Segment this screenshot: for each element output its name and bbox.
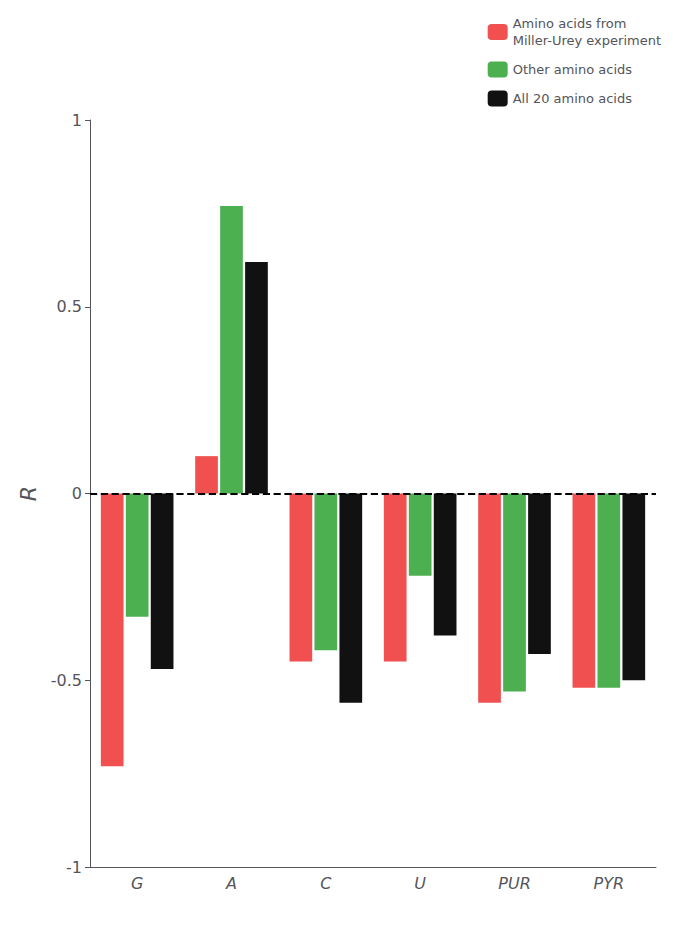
svg-text:-1: -1 [66,858,82,877]
svg-text:A: A [225,874,237,893]
svg-text:0: 0 [72,484,82,503]
svg-text:R: R [16,486,41,501]
svg-text:PUR: PUR [498,874,530,893]
svg-text:0.5: 0.5 [57,297,82,316]
svg-text:G: G [131,874,143,893]
svg-text:Amino acids from: Amino acids from [513,16,627,31]
svg-text:Miller-Urey experiment: Miller-Urey experiment [513,33,661,48]
svg-text:C: C [320,874,332,893]
svg-text:1: 1 [72,111,82,130]
svg-text:Other amino acids: Other amino acids [513,62,633,77]
svg-text:All 20 amino acids: All 20 amino acids [513,91,632,106]
svg-text:-0.5: -0.5 [51,671,82,690]
svg-text:U: U [414,874,426,893]
svg-text:PYR: PYR [594,874,625,893]
